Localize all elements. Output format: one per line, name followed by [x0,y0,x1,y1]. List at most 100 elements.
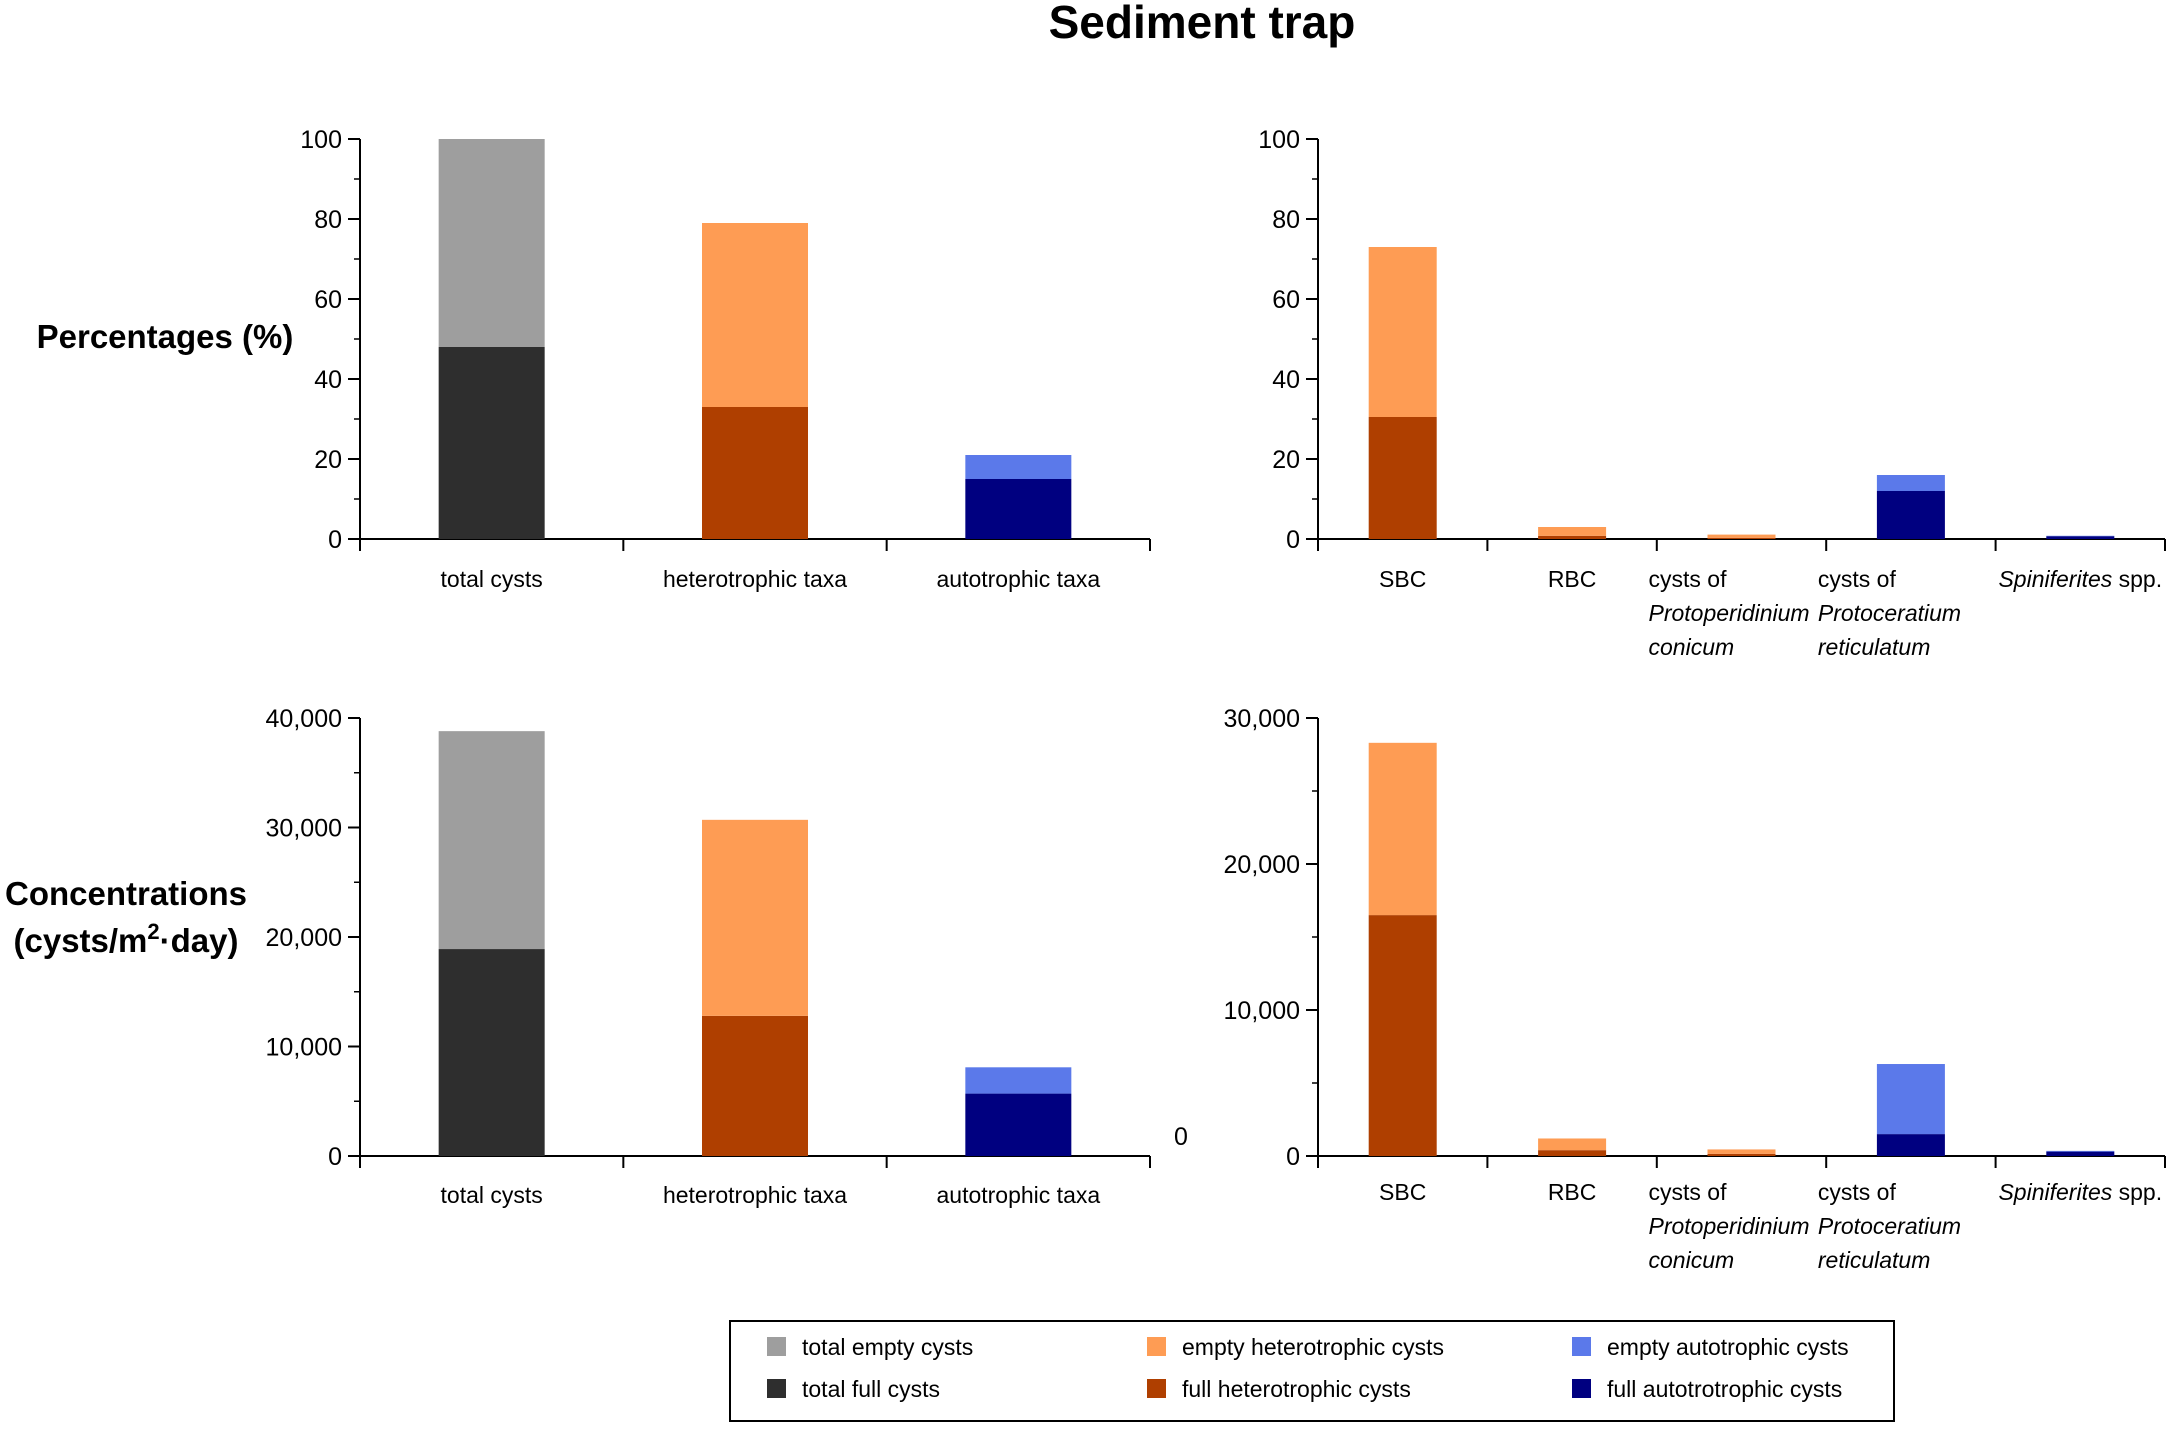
legend-label: full autotrotrophic cysts [1607,1376,1842,1402]
category-label-line: Protoceratium [1818,600,1961,626]
bar-empty [1368,742,1437,916]
category-label-line: SBC [1379,566,1426,592]
y-tick-label: 20,000 [266,924,342,952]
category-label-line: cysts of [1818,566,1897,592]
category-label-line: Spiniferites spp. [1998,1179,2162,1205]
y-tick-label: 40,000 [266,705,342,733]
units-superscript: 2 [147,919,159,944]
category-label-line: total cysts [441,566,543,592]
category-label-part: spp. [2112,1179,2162,1205]
bar-empty [965,455,1072,479]
bar-full [1538,535,1607,539]
category-label-line: conicum [1649,634,1735,660]
chart-pct_groups: 0 20 40 60 80 100 total cysts heterotrophic tax… [300,126,1151,592]
x-category-label: heterotrophic taxa [663,1182,847,1208]
legend-swatch [1572,1337,1591,1356]
bar-empty [1707,1149,1776,1154]
bar-empty [702,223,808,407]
y-tick-label: 0 [328,526,342,554]
x-category-label: heterotrophic taxa [663,566,847,592]
bar-empty [1876,1064,1945,1135]
x-category-label: cysts of Protoperidinium conicum [1649,566,1810,660]
legend-frame [729,1320,1895,1422]
row-label-concentrations-units: (cysts/m2·day) [14,919,239,959]
x-category-label: Spiniferites spp. [1998,566,2162,592]
x-category-label: autotrophic taxa [936,1182,1100,1208]
bar-empty [702,819,808,1016]
bar-empty [2046,1150,2115,1152]
bar-full [702,407,808,539]
bar-full [2046,536,2115,539]
bar-full [1707,1153,1776,1156]
x-category-label: SBC [1379,566,1426,592]
x-category-label: cysts of Protoceratium reticulatum [1818,1179,1961,1273]
category-label-line: total cysts [441,1182,543,1208]
category-label-line: cysts of [1649,566,1728,592]
bar-empty [438,731,545,950]
bar-full [1368,417,1437,539]
y-tick-label: 10,000 [266,1034,342,1062]
plots: 0 20 40 60 80 100 total cysts heterotrophic tax… [266,126,2166,1273]
bar-full [702,1015,808,1156]
chart-conc_taxa: 0 10,000 20,000 30,000 SBC RBC cysts of Protope… [1224,705,2166,1273]
chart-pct_taxa: 0 20 40 60 80 100 SBC RBC cysts of Protoperidiniu… [1258,126,2166,660]
category-label-line: autotrophic taxa [936,566,1100,592]
bar-full [1876,491,1945,539]
y-tick-label: 80 [314,206,342,234]
category-label-line: conicum [1649,1247,1735,1273]
bar-empty [965,1067,1072,1094]
bar-empty [1538,527,1607,536]
y-tick-label: 80 [1272,206,1300,234]
category-label-line: heterotrophic taxa [663,566,847,592]
y-tick-label: 60 [314,286,342,314]
category-label-line: RBC [1548,1179,1597,1205]
category-label-line: cysts of [1649,1179,1728,1205]
x-category-label: cysts of Protoperidinium conicum [1649,1179,1810,1273]
x-category-label: Spiniferites spp. [1998,1179,2162,1205]
legend: total empty cysts empty heterotrophic cys… [729,1320,1895,1422]
bar-empty [438,139,545,347]
chart-conc_groups: 0 10,000 20,000 30,000 40,000 total cysts hete… [266,705,1151,1208]
units-suffix: ·day) [160,922,239,959]
legend-swatch [767,1379,786,1398]
category-label-line: reticulatum [1818,634,1930,660]
bar-empty [1876,475,1945,491]
bar-full [1538,1150,1607,1156]
legend-swatch [1572,1379,1591,1398]
category-label-line: Protoceratium [1818,1213,1961,1239]
x-category-label: RBC [1548,566,1597,592]
y-tick-label: 0 [1286,526,1300,554]
legend-swatch [767,1337,786,1356]
legend-label: full heterotrophic cysts [1182,1376,1411,1402]
bar-empty [1368,247,1437,417]
category-label-line: RBC [1548,566,1597,592]
y-tick-label: 40 [1272,366,1300,394]
y-tick-label: 20,000 [1224,851,1300,879]
x-category-label: total cysts [441,566,543,592]
stray-zero-label: 0 [1174,1123,1188,1151]
legend-swatch [1147,1337,1166,1356]
category-label-line: reticulatum [1818,1247,1930,1273]
y-tick-label: 20 [314,446,342,474]
legend-swatch [1147,1379,1166,1398]
category-label-part: spp. [2112,566,2162,592]
y-tick-label: 0 [328,1143,342,1171]
bar-full [1368,915,1437,1156]
y-tick-label: 100 [300,126,342,154]
y-tick-label: 40 [314,366,342,394]
x-category-label: SBC [1379,1179,1426,1205]
bar-empty [1707,534,1776,538]
legend-label: total full cysts [802,1376,940,1402]
bar-empty [1538,1138,1607,1151]
units-prefix: (cysts/m [14,922,148,959]
bar-full [1707,537,1776,539]
category-label-line: heterotrophic taxa [663,1182,847,1208]
category-label-part: Spiniferites [1998,1179,2112,1205]
category-label-line: Protoperidinium [1649,1213,1810,1239]
category-label-line: Protoperidinium [1649,600,1810,626]
row-label-concentrations: Concentrations [5,875,247,912]
bar-full [2046,1151,2115,1156]
bar-full [965,479,1072,539]
y-tick-label: 100 [1258,126,1300,154]
